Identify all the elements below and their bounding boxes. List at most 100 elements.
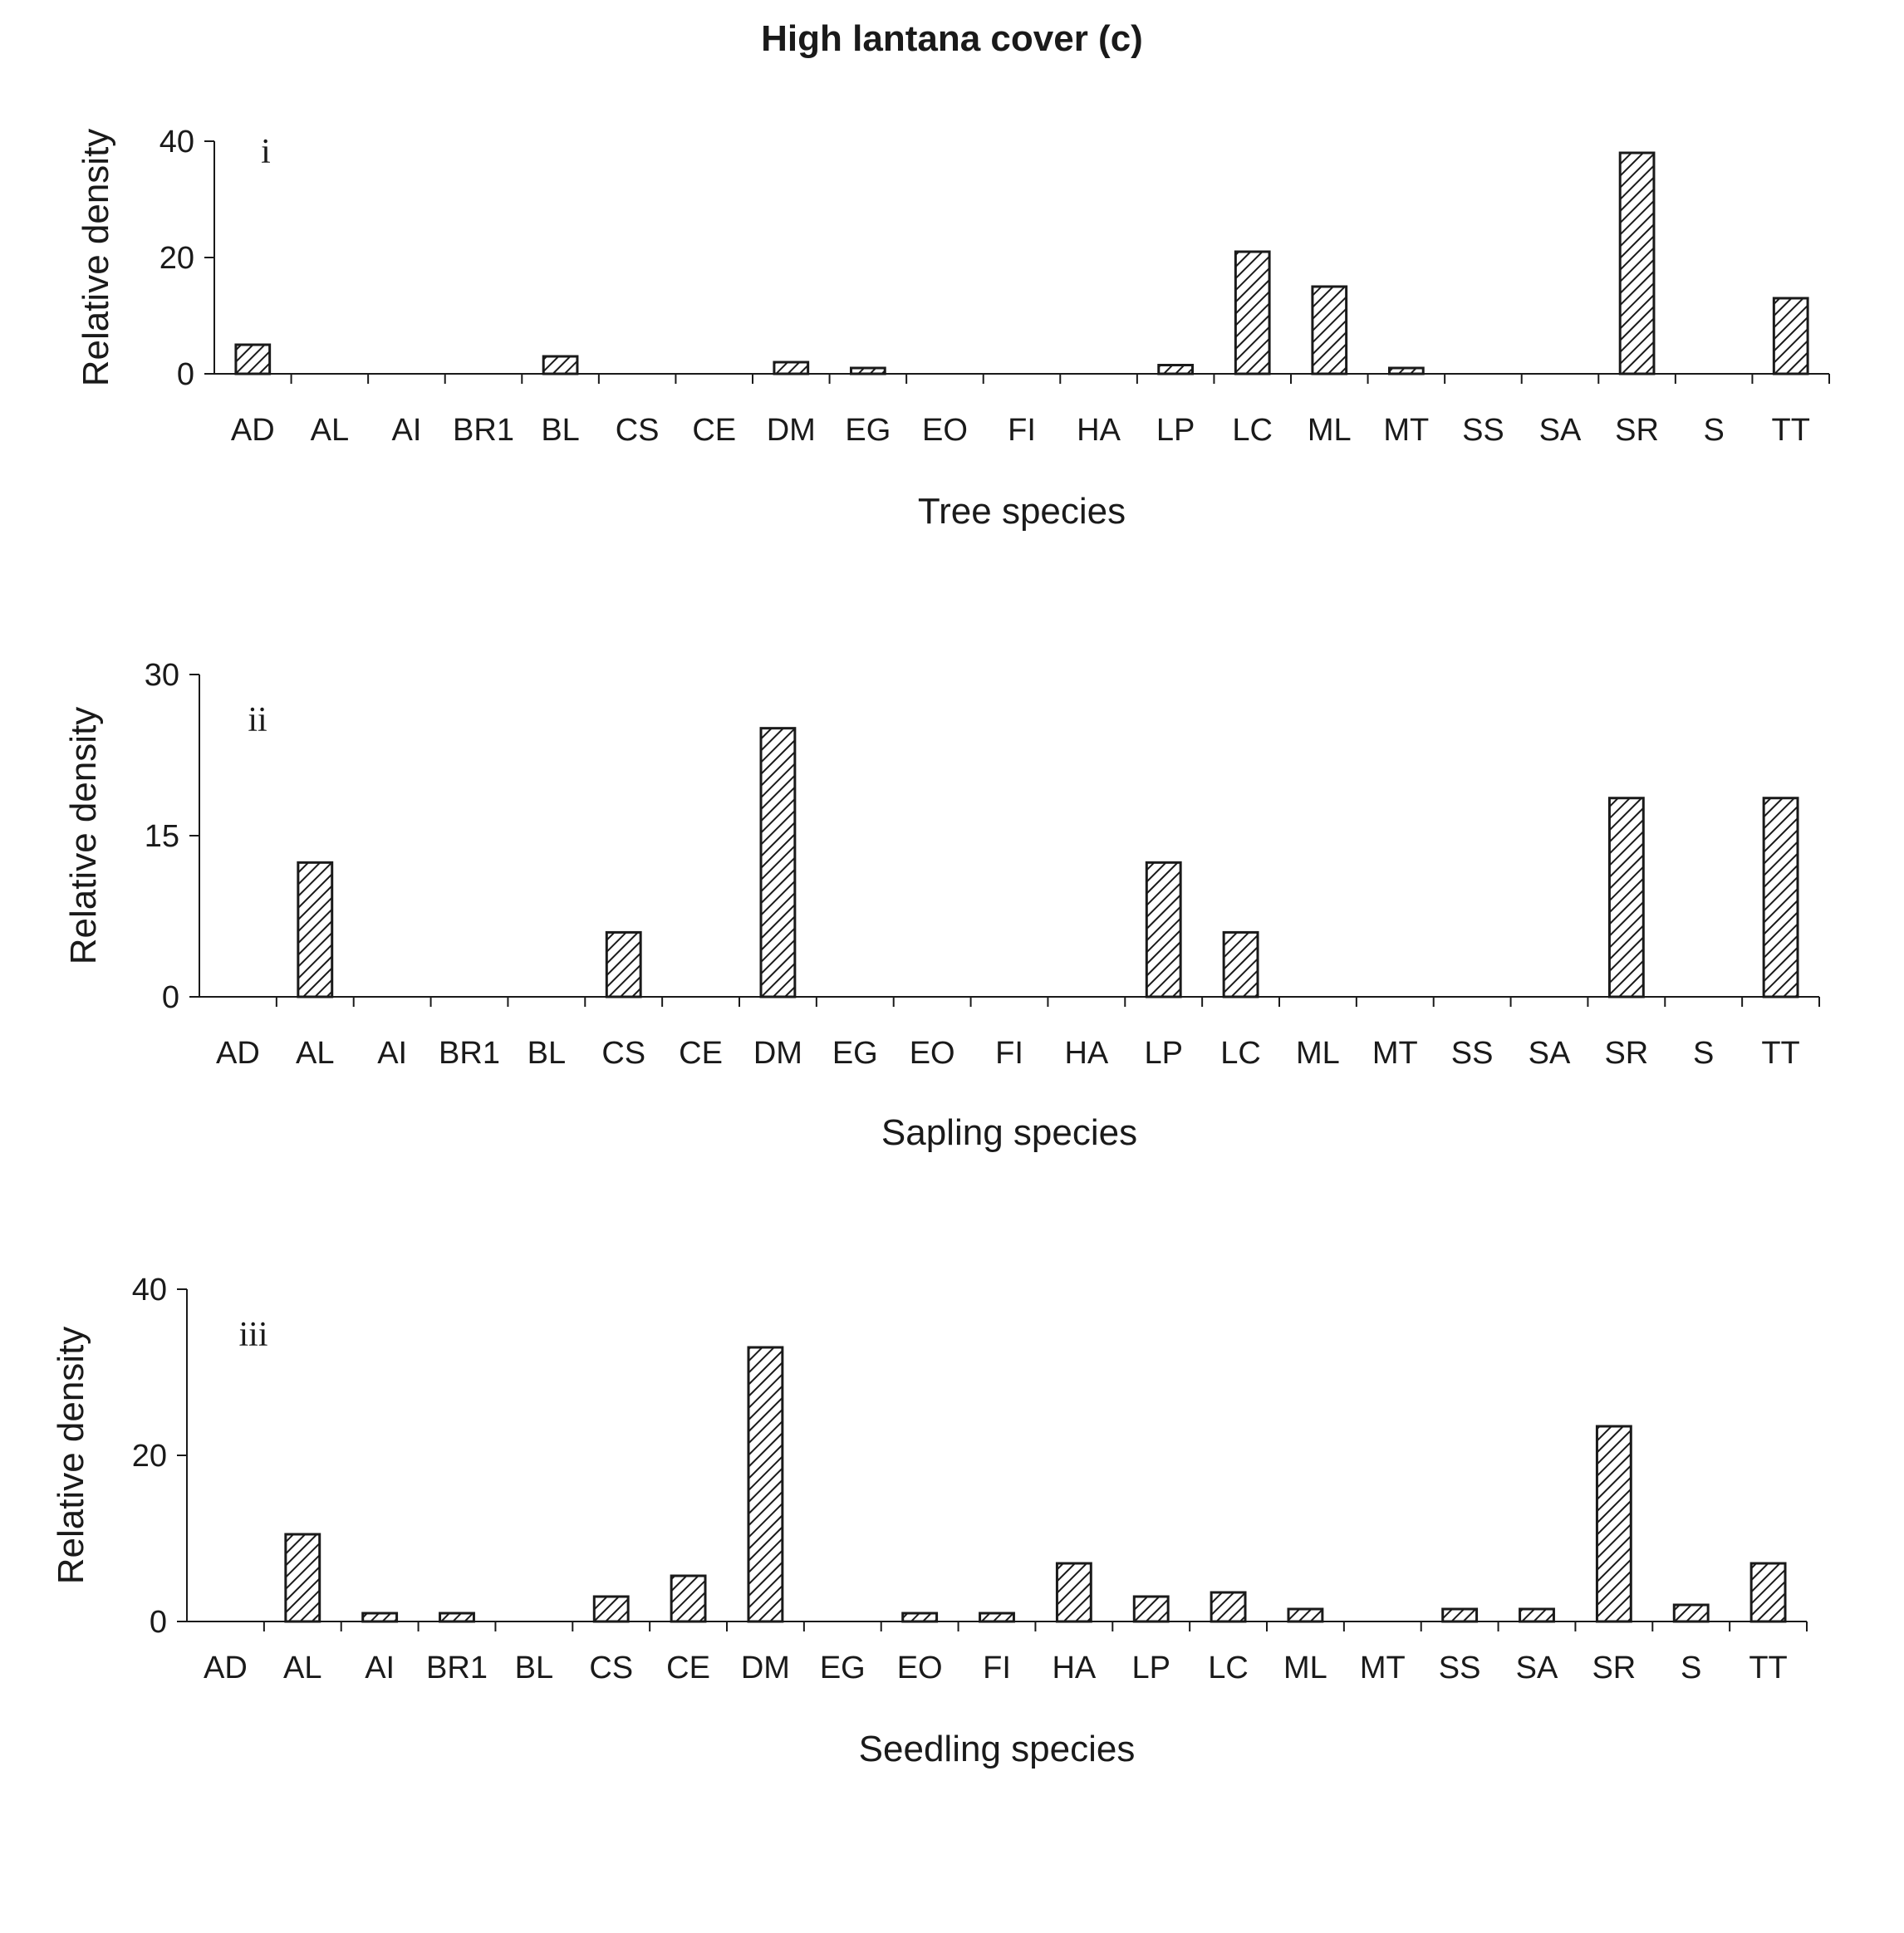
y-axis-title: Relative density — [51, 1327, 91, 1585]
x-tick-label: FI — [983, 1651, 1011, 1685]
x-tick-label: SA — [1539, 413, 1582, 448]
x-tick-label: LC — [1220, 1036, 1261, 1071]
bar-dm — [747, 1346, 784, 1623]
y-axis-title: Relative density — [63, 707, 104, 965]
x-tick-label: AD — [231, 413, 275, 448]
x-tick-label: AD — [216, 1036, 260, 1071]
x-axis-title: Sapling species — [881, 1112, 1137, 1153]
x-tick-label: CS — [601, 1036, 645, 1071]
x-tick-label: EG — [832, 1036, 878, 1071]
bar-eo — [901, 1612, 939, 1623]
x-tick-label: CE — [692, 413, 736, 448]
x-tick-label: BL — [515, 1651, 553, 1685]
bar-ai — [361, 1612, 399, 1623]
bar-tt — [1762, 797, 1799, 998]
x-tick-label: S — [1681, 1651, 1701, 1685]
bar-dm — [773, 361, 810, 375]
x-tick-label: EO — [922, 413, 968, 448]
x-tick-label: SR — [1615, 413, 1659, 448]
x-tick-label: EG — [820, 1651, 866, 1685]
bar-mt — [1387, 366, 1425, 375]
x-tick-label: BR1 — [426, 1651, 488, 1685]
y-tick-label: 40 — [159, 125, 194, 159]
x-tick-label: ML — [1308, 413, 1352, 448]
panel-label: i — [261, 133, 271, 171]
bar-lc — [1210, 1591, 1247, 1623]
x-tick-label: HA — [1064, 1036, 1108, 1071]
x-axis-title: Seedling species — [859, 1729, 1136, 1769]
bar-sr — [1595, 1425, 1632, 1623]
x-tick-label: BR1 — [439, 1036, 500, 1071]
x-tick-label: LC — [1208, 1651, 1249, 1685]
y-tick-label: 0 — [150, 1605, 167, 1640]
bar-sr — [1607, 797, 1645, 998]
x-tick-label: S — [1703, 413, 1724, 448]
bar-al — [284, 1533, 321, 1623]
y-tick-label: 0 — [177, 357, 194, 392]
x-tick-label: DM — [753, 1036, 802, 1071]
x-tick-label: CE — [666, 1651, 710, 1685]
x-tick-label: AI — [391, 413, 421, 448]
x-tick-label: SA — [1529, 1036, 1571, 1071]
x-tick-label: AI — [365, 1651, 395, 1685]
y-tick-label: 20 — [159, 241, 194, 276]
bar-ce — [670, 1574, 707, 1623]
x-tick-label: SR — [1592, 1651, 1636, 1685]
bar-lp — [1132, 1595, 1170, 1623]
x-tick-label: SR — [1604, 1036, 1648, 1071]
x-tick-label: MT — [1360, 1651, 1406, 1685]
x-tick-label: AL — [283, 1651, 321, 1685]
bar-eg — [849, 366, 886, 375]
bar-ha — [1055, 1562, 1092, 1623]
x-tick-label: TT — [1771, 413, 1809, 448]
x-tick-label: HA — [1077, 413, 1121, 448]
bar-ml — [1287, 1607, 1324, 1623]
x-tick-label: EO — [910, 1036, 955, 1071]
x-tick-label: BL — [541, 413, 579, 448]
bar-fi — [979, 1612, 1015, 1623]
bar-lp — [1157, 364, 1195, 375]
y-tick-label: 20 — [132, 1439, 167, 1474]
panel-label: iii — [238, 1316, 267, 1354]
x-tick-label: LP — [1131, 1651, 1170, 1685]
y-axis-title: Relative density — [76, 129, 116, 387]
x-tick-label: EG — [845, 413, 891, 448]
bar-s — [1672, 1603, 1710, 1623]
x-tick-label: CS — [589, 1651, 633, 1685]
bar-lc — [1234, 250, 1271, 375]
x-tick-label: S — [1693, 1036, 1714, 1071]
y-tick-label: 0 — [162, 980, 179, 1015]
x-tick-label: CS — [616, 413, 660, 448]
x-tick-label: CE — [679, 1036, 723, 1071]
x-tick-label: LC — [1232, 413, 1273, 448]
x-tick-label: MT — [1383, 413, 1429, 448]
bar-bl — [542, 355, 579, 375]
x-tick-label: ML — [1296, 1036, 1340, 1071]
x-tick-label: TT — [1749, 1651, 1787, 1685]
x-tick-label: AD — [204, 1651, 248, 1685]
page-title: High lantana cover (c) — [761, 18, 1143, 59]
bar-ml — [1311, 285, 1348, 375]
x-tick-label: SS — [1462, 413, 1504, 448]
bar-tt — [1749, 1562, 1787, 1623]
bar-cs — [605, 930, 642, 998]
bar-sa — [1519, 1607, 1555, 1623]
x-tick-label: ML — [1283, 1651, 1327, 1685]
x-tick-label: TT — [1761, 1036, 1799, 1071]
panel-label: ii — [248, 701, 267, 739]
bar-sr — [1618, 151, 1656, 375]
x-tick-label: SS — [1451, 1036, 1494, 1071]
x-tick-label: FI — [995, 1036, 1023, 1071]
bar-ad — [234, 343, 272, 375]
x-tick-label: SA — [1516, 1651, 1558, 1685]
x-tick-label: BL — [528, 1036, 566, 1071]
bar-dm — [759, 727, 797, 998]
x-tick-label: HA — [1052, 1651, 1096, 1685]
bar-ss — [1441, 1607, 1479, 1623]
x-axis-title: Tree species — [918, 491, 1126, 532]
x-tick-label: AL — [296, 1036, 334, 1071]
y-tick-label: 40 — [132, 1273, 167, 1307]
